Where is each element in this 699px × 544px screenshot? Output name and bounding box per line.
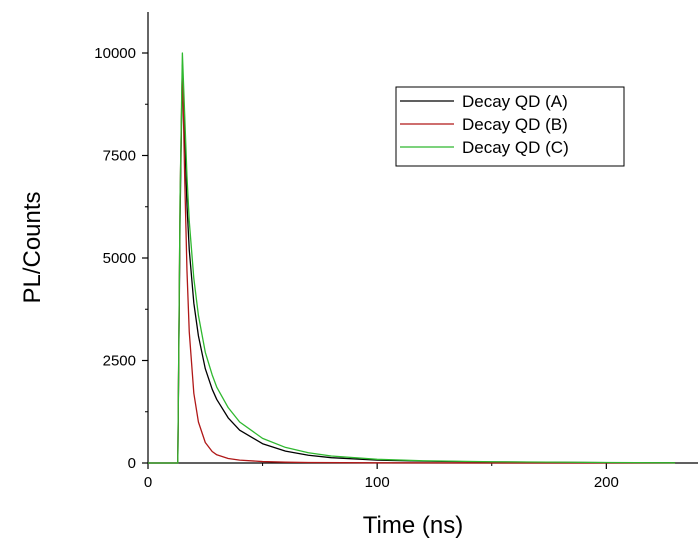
series-layer	[148, 52, 676, 464]
y-tick-label: 10000	[94, 45, 136, 62]
legend-label: Decay QD (C)	[462, 138, 569, 157]
series-line-c	[148, 52, 676, 464]
legend-label: Decay QD (A)	[462, 92, 568, 111]
y-axis-title: PL/Counts	[19, 191, 46, 303]
x-axis-title: Time (ns)	[363, 512, 463, 539]
legend: Decay QD (A) Decay QD (B) Decay QD (C)	[395, 86, 625, 167]
legend-label: Decay QD (B)	[462, 115, 568, 134]
y-tick-label: 5000	[103, 250, 136, 267]
x-tick-label: 200	[594, 474, 619, 491]
y-tick-label: 2500	[103, 353, 136, 370]
x-tick-label: 0	[144, 474, 152, 491]
legend-box	[395, 86, 625, 167]
y-tick-label: 7500	[103, 148, 136, 165]
y-tick-label: 0	[128, 455, 136, 472]
axes: 0 100 200 0 2500 5000 7500 10000	[94, 12, 698, 491]
x-tick-label: 100	[365, 474, 390, 491]
